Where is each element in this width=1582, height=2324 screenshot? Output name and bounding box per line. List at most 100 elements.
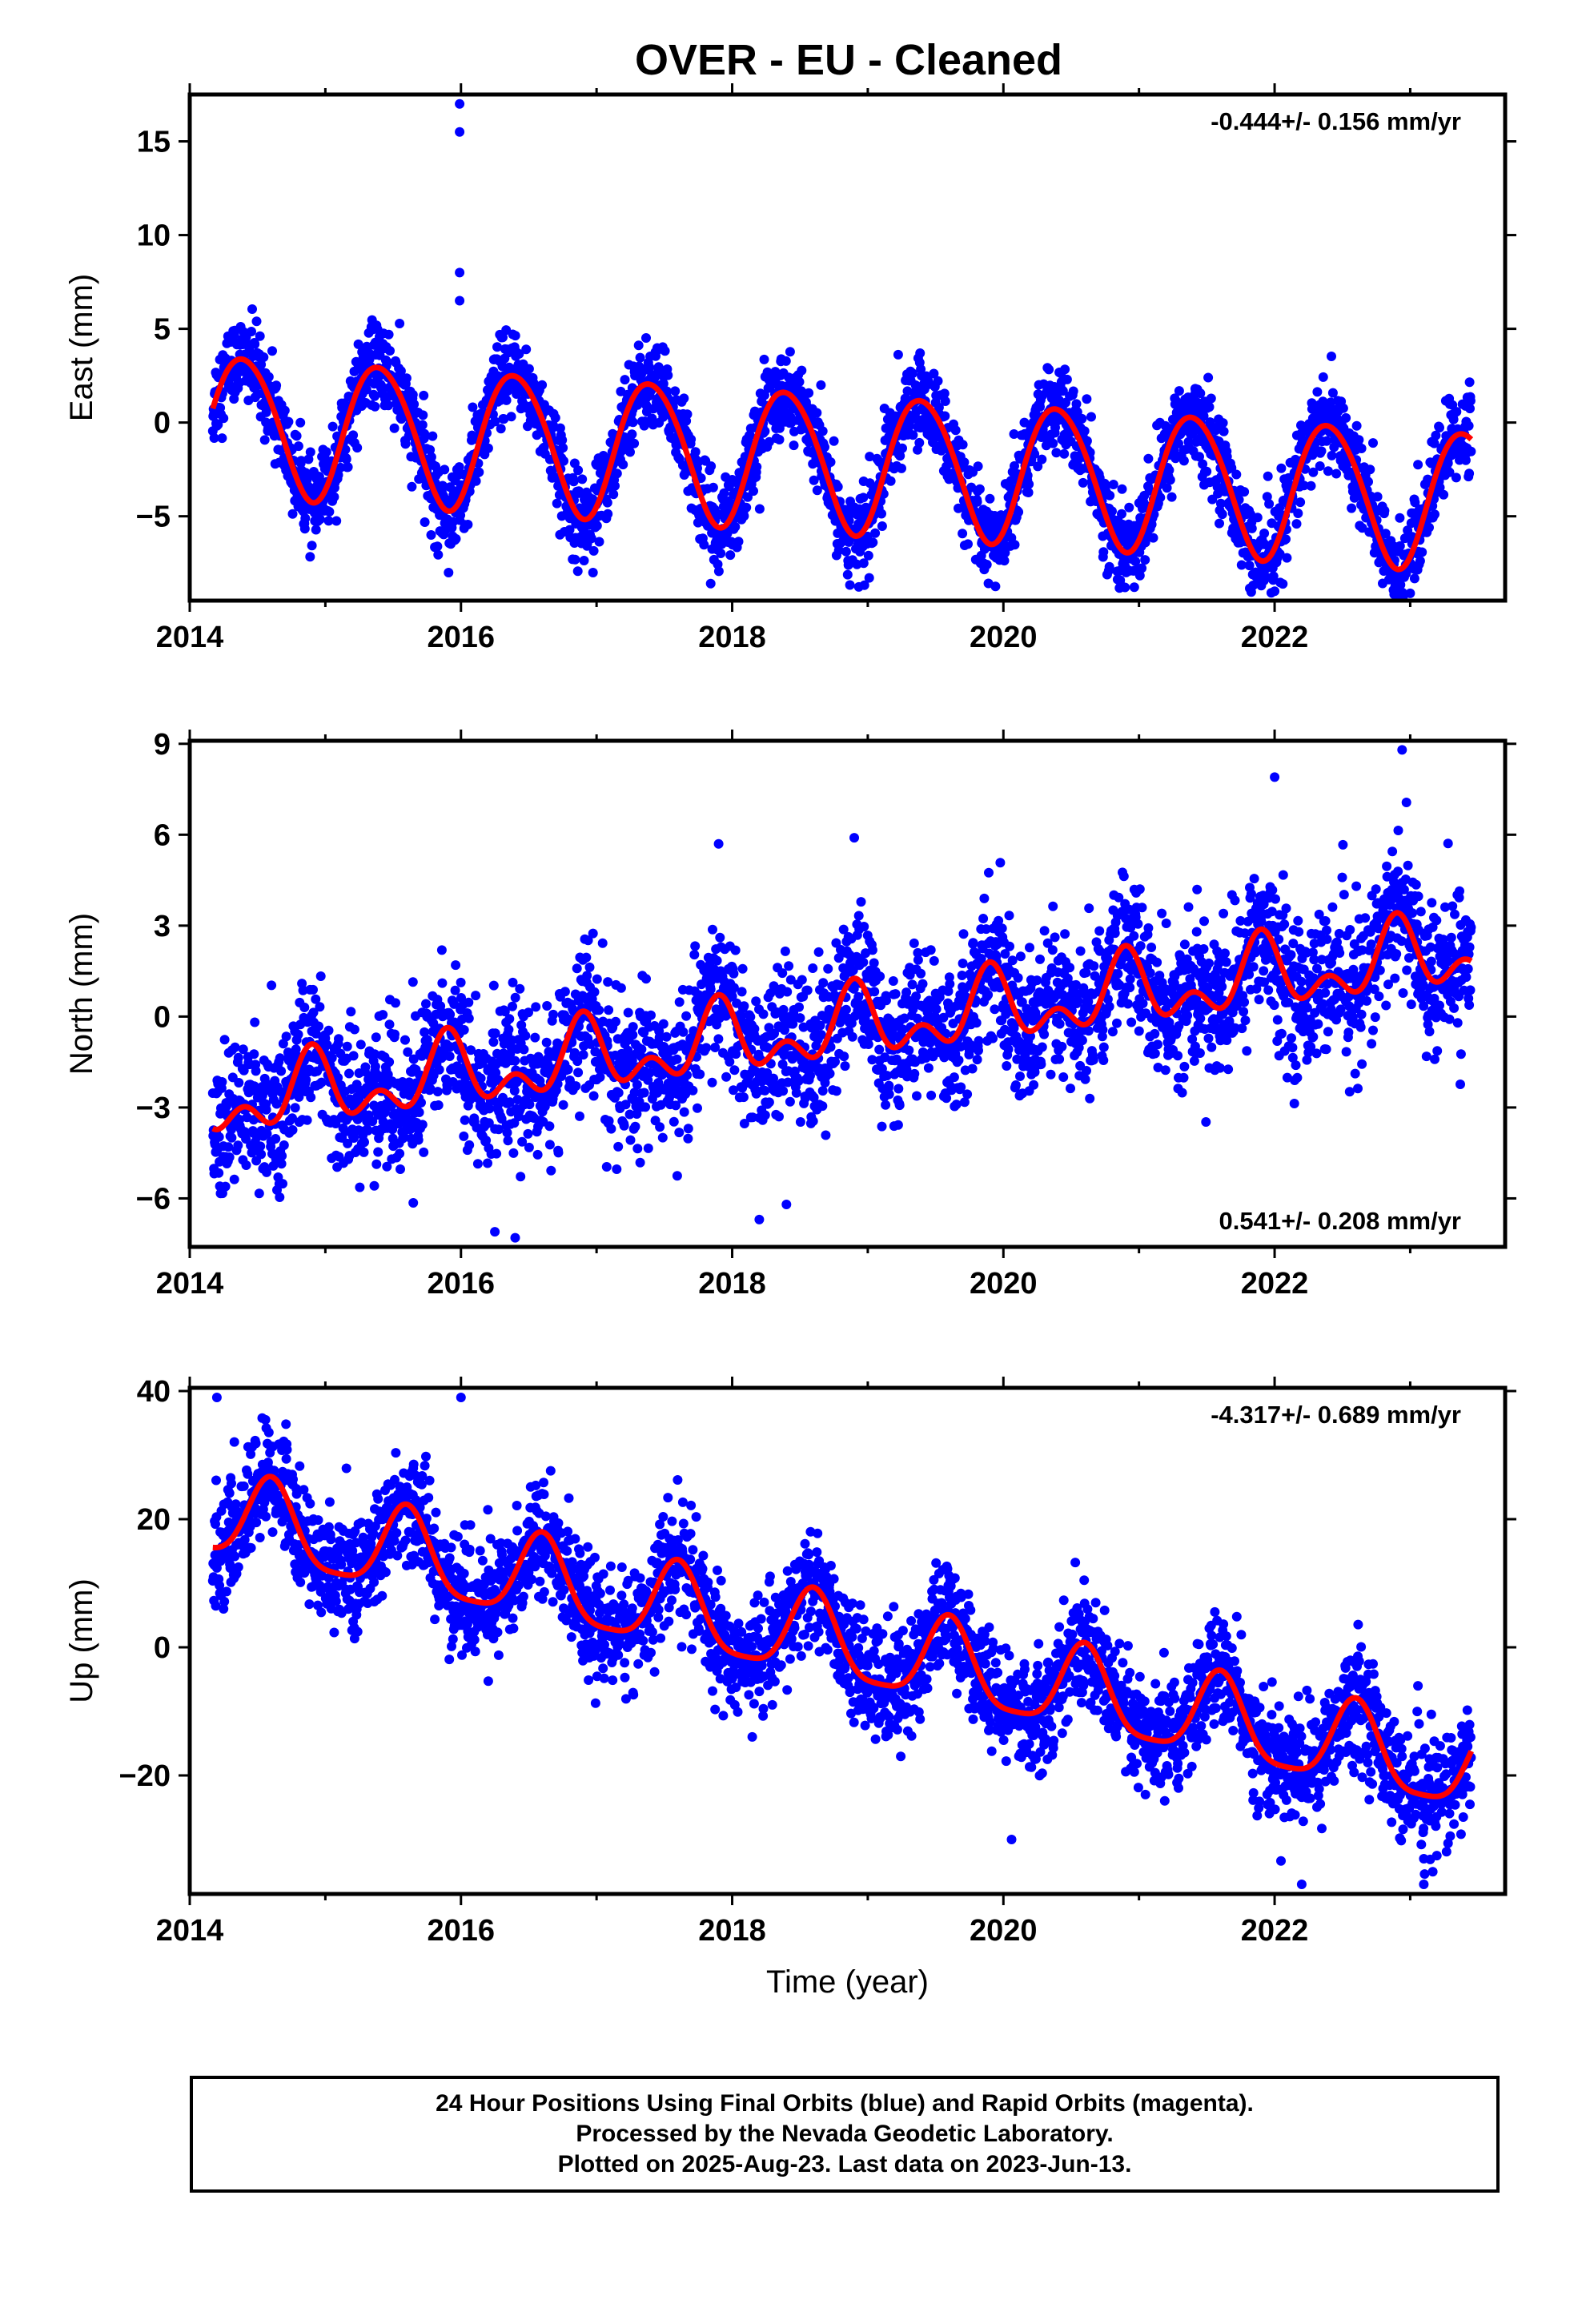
data-point: [877, 521, 887, 531]
data-point: [1215, 518, 1224, 529]
data-point: [396, 366, 406, 376]
data-point: [639, 1088, 649, 1098]
data-point: [444, 568, 454, 577]
data-point: [426, 452, 436, 462]
data-point: [552, 498, 562, 509]
data-point: [606, 1124, 616, 1134]
data-point: [1323, 466, 1333, 476]
data-point: [785, 1096, 795, 1107]
data-point: [251, 1066, 261, 1076]
data-point: [816, 380, 826, 390]
data-point: [713, 1034, 724, 1044]
data-point: [1009, 429, 1019, 439]
data-point: [373, 1147, 383, 1157]
data-point: [408, 1198, 419, 1208]
data-point: [523, 1128, 533, 1139]
y-tick-label: 5: [154, 313, 171, 347]
data-point: [588, 545, 599, 556]
data-point: [1466, 446, 1476, 456]
data-point: [612, 468, 622, 479]
data-point: [693, 517, 703, 528]
data-point: [730, 521, 741, 532]
data-point: [825, 457, 836, 467]
data-point: [663, 370, 673, 380]
data-point: [391, 998, 400, 1008]
data-point: [334, 1034, 343, 1044]
data-point: [739, 1001, 749, 1011]
data-point: [241, 1160, 251, 1170]
data-point: [678, 1027, 689, 1037]
data-point: [1062, 374, 1072, 384]
data-point: [752, 462, 762, 472]
data-point: [831, 1086, 841, 1096]
data-point: [315, 1002, 325, 1012]
data-point: [451, 960, 461, 971]
data-point: [256, 360, 267, 370]
data-point: [712, 955, 722, 966]
data-point: [845, 580, 855, 590]
data-point: [706, 461, 717, 472]
data-point: [569, 1047, 580, 1058]
data-point: [459, 1131, 469, 1141]
data-point: [839, 1051, 849, 1062]
data-point: [247, 327, 256, 336]
data-point: [1126, 620, 1136, 629]
data-point: [295, 417, 306, 428]
data-point: [893, 349, 903, 360]
data-point: [774, 435, 785, 444]
data-point: [496, 424, 506, 434]
data-point: [432, 541, 443, 552]
data-point: [1134, 570, 1145, 581]
data-point: [341, 454, 351, 464]
data-point: [644, 362, 655, 372]
data-point: [613, 1141, 624, 1152]
data-point: [333, 470, 343, 480]
data-point: [829, 436, 839, 446]
data-point: [217, 433, 227, 444]
data-point: [840, 1061, 850, 1072]
data-point: [733, 537, 744, 547]
data-point: [681, 1011, 692, 1021]
data-point: [510, 992, 520, 1003]
data-point: [433, 549, 444, 560]
data-point: [1341, 412, 1351, 423]
data-point: [939, 388, 950, 399]
data-point: [261, 407, 271, 417]
data-point: [261, 1104, 271, 1115]
data-point: [267, 346, 277, 356]
data-point: [541, 1037, 552, 1047]
data-point: [537, 380, 548, 390]
data-point: [690, 941, 701, 951]
data-point: [897, 443, 907, 453]
data-point: [588, 928, 598, 939]
data-point: [789, 440, 799, 451]
data-point: [1148, 533, 1158, 543]
data-point: [352, 443, 363, 453]
data-point: [669, 1116, 679, 1127]
data-point: [708, 482, 718, 493]
data-point: [290, 1103, 300, 1113]
data-point: [1165, 475, 1175, 485]
data-point: [217, 1077, 227, 1087]
data-point: [420, 428, 430, 439]
data-point: [573, 1068, 584, 1078]
data-point: [434, 1064, 444, 1075]
data-point: [672, 1054, 682, 1064]
data-point: [808, 1116, 818, 1126]
y-tick-label: 15: [137, 126, 171, 159]
data-point: [1140, 537, 1150, 548]
data-point: [589, 987, 600, 997]
data-point: [1204, 402, 1215, 412]
data-point: [1465, 396, 1476, 406]
data-point: [641, 974, 651, 984]
data-point: [705, 578, 716, 589]
data-point: [1014, 507, 1024, 517]
data-point: [1130, 557, 1141, 566]
data-point: [795, 1117, 805, 1127]
data-point: [508, 1148, 519, 1158]
data-point: [1044, 364, 1054, 375]
data-point: [982, 560, 992, 569]
data-point: [542, 1001, 552, 1011]
data-point: [255, 331, 265, 341]
